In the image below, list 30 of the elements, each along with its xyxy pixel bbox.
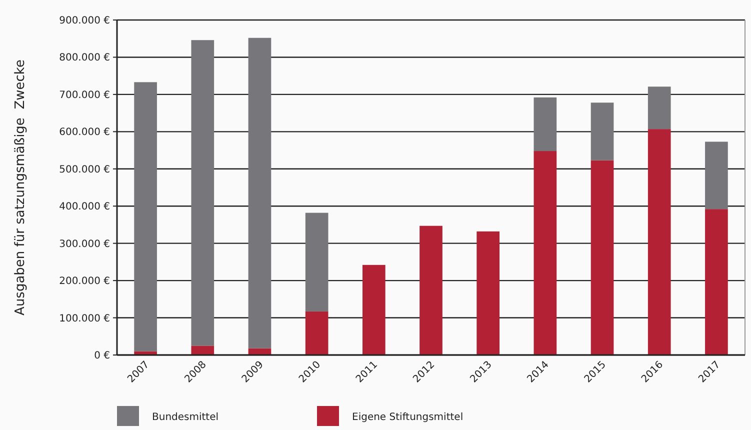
y-tick-label: 0 € <box>94 350 110 362</box>
y-tick-label: 100.000 € <box>59 313 110 324</box>
y-tick-label: 500.000 € <box>59 164 110 176</box>
y-tick-label: 600.000 € <box>59 127 110 138</box>
y-tick-label: 200.000 € <box>59 276 110 288</box>
bar <box>648 86 671 130</box>
legend-label: Bundesmittel <box>152 412 219 423</box>
y-tick-label: 800.000 € <box>59 52 110 64</box>
bar <box>362 264 386 355</box>
bar <box>590 160 614 355</box>
bar <box>248 38 272 348</box>
bar <box>191 40 214 346</box>
y-tick-label: 700.000 € <box>59 90 110 101</box>
y-tick-label: 400.000 € <box>59 202 110 213</box>
y-tick-label: 900.000 € <box>59 16 110 26</box>
legend-label: Eigene Stiftungsmittel <box>352 412 464 423</box>
bar <box>305 311 328 355</box>
bar <box>590 102 614 160</box>
bar <box>534 151 557 355</box>
y-axis-title: Ausgaben für satzungsmäßige Zwecke <box>13 60 28 316</box>
bar <box>705 142 728 210</box>
bar <box>191 346 214 355</box>
bar <box>705 209 728 355</box>
bar <box>648 129 671 355</box>
bar <box>134 82 157 352</box>
y-tick-label: 300.000 € <box>59 238 110 250</box>
bar <box>305 212 328 312</box>
bar <box>476 231 500 355</box>
bar <box>420 226 442 355</box>
bar <box>534 97 557 152</box>
